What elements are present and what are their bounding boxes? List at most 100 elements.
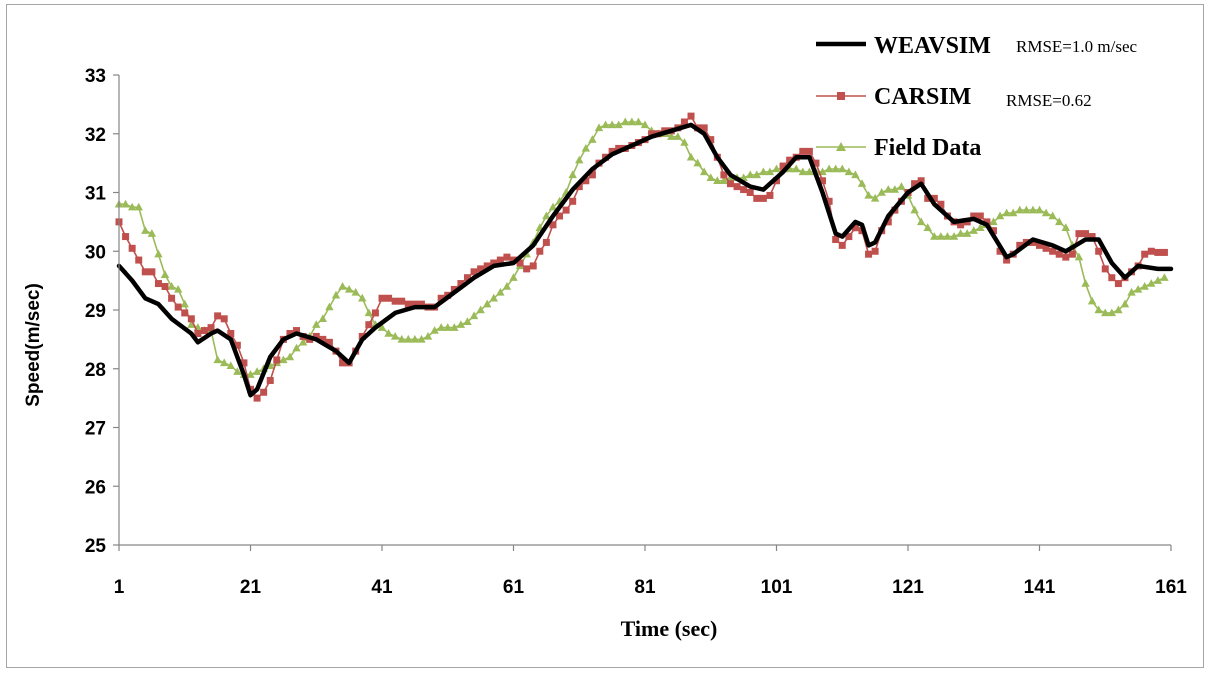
data-point-field-data (463, 317, 472, 325)
data-point-field-data (765, 167, 775, 176)
data-point-field-data (956, 229, 965, 237)
data-point-carsim (726, 180, 734, 188)
data-point-field-data (220, 358, 229, 367)
data-point-carsim (838, 241, 846, 249)
data-point-field-data (1061, 223, 1070, 231)
data-point-carsim (819, 177, 827, 185)
data-point-carsim (562, 206, 570, 214)
data-point-carsim (799, 147, 807, 155)
data-point-carsim (398, 297, 406, 305)
data-point-field-data (581, 143, 591, 152)
data-point-field-data (443, 323, 452, 331)
data-point-carsim (957, 221, 965, 229)
data-point-carsim (286, 330, 294, 337)
data-point-carsim (720, 171, 728, 179)
data-point-field-data (1055, 217, 1064, 226)
data-point-carsim (1095, 247, 1103, 255)
data-point-carsim (207, 324, 215, 332)
data-point-carsim (1042, 244, 1050, 252)
data-point-field-data (548, 202, 558, 211)
data-point-carsim (871, 247, 879, 255)
data-point-field-data (121, 199, 130, 208)
data-point-carsim (1088, 233, 1096, 241)
data-point-carsim (1029, 238, 1037, 246)
data-point-field-data (838, 164, 847, 173)
data-point-carsim (733, 183, 741, 191)
data-point-field-data (397, 334, 406, 343)
legend-label-field-data: Field Data (874, 135, 981, 161)
y-axis-title: Speed(m/sec) (23, 283, 44, 407)
data-point-field-data (851, 170, 860, 179)
data-point-field-data (798, 167, 807, 176)
data-point-field-data (213, 355, 222, 364)
data-point-field-data (772, 164, 781, 173)
data-point-field-data (1041, 208, 1051, 217)
data-point-field-data (1087, 296, 1097, 305)
series-line-field-data (119, 121, 1165, 376)
x-tick-label: 61 (503, 577, 525, 598)
data-point-carsim (786, 156, 794, 164)
data-point-carsim (996, 247, 1004, 255)
data-point-carsim (293, 327, 301, 335)
data-point-carsim (233, 341, 241, 349)
data-point-field-data (358, 293, 367, 302)
data-point-field-data (857, 179, 867, 187)
data-point-field-data (279, 355, 288, 364)
data-point-field-data (699, 167, 709, 176)
data-point-field-data (1094, 305, 1103, 314)
data-point-field-data (930, 232, 939, 240)
data-point-carsim (214, 312, 222, 320)
legend-note-weavsim: RMSE=1.0 m/sec (1016, 37, 1137, 56)
data-point-carsim (496, 256, 504, 264)
data-point-field-data (154, 249, 163, 258)
data-point-field-data (147, 229, 157, 237)
data-point-carsim (588, 171, 596, 179)
data-point-carsim (463, 274, 471, 282)
data-point-carsim (417, 300, 425, 308)
y-tick-label: 31 (85, 184, 107, 205)
y-tick-label: 25 (85, 536, 107, 557)
data-point-carsim (812, 159, 820, 167)
data-point-field-data (456, 320, 466, 328)
data-point-field-data (423, 331, 433, 340)
data-point-carsim (700, 124, 708, 132)
data-point-field-data (509, 273, 518, 281)
data-point-field-data (252, 367, 262, 375)
data-point-field-data (831, 164, 840, 173)
data-point-carsim (503, 253, 511, 261)
data-point-carsim (529, 262, 537, 270)
series-line-weavsim (116, 122, 1174, 398)
data-point-field-data (713, 176, 722, 184)
data-point-field-data (384, 329, 393, 337)
data-point-carsim (575, 183, 583, 191)
data-point-carsim (365, 321, 373, 329)
data-point-carsim (391, 297, 399, 305)
data-point-field-data (1147, 279, 1156, 287)
data-point-field-data (1028, 205, 1038, 214)
series-field-data (114, 117, 1169, 378)
data-point-carsim (1068, 250, 1076, 258)
data-point-field-data (1081, 279, 1090, 287)
data-point-field-data (640, 120, 650, 129)
data-point-carsim (378, 294, 386, 302)
x-tick-label: 161 (1155, 577, 1187, 598)
data-point-field-data (890, 185, 900, 193)
data-point-carsim (161, 283, 169, 290)
data-point-field-data (436, 323, 446, 331)
x-tick-label: 21 (240, 577, 262, 598)
data-point-carsim (411, 300, 419, 308)
data-point-field-data (621, 117, 630, 126)
data-point-carsim (437, 294, 445, 302)
data-point-field-data (160, 270, 170, 278)
data-point-carsim (680, 118, 688, 126)
legend-marker-field-data (836, 142, 846, 151)
data-point-carsim (779, 162, 787, 170)
data-point-carsim (1049, 247, 1057, 255)
y-tick-label: 29 (85, 301, 106, 322)
data-point-field-data (187, 320, 196, 328)
data-point-field-data (706, 173, 715, 182)
data-point-carsim (319, 335, 327, 343)
data-point-carsim (608, 147, 616, 155)
data-point-field-data (686, 152, 696, 161)
